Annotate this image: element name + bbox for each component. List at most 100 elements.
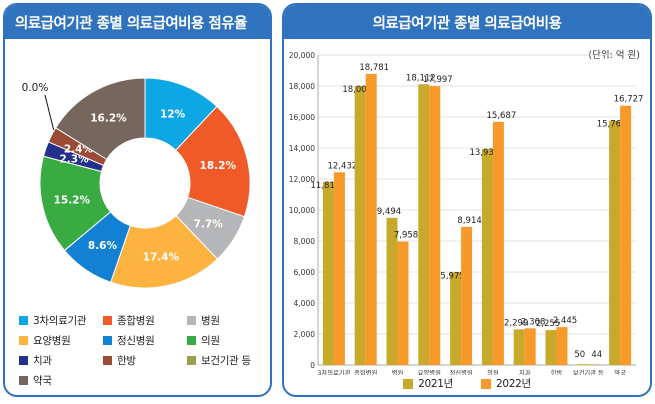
bar-2022 <box>524 328 536 365</box>
bar-2022 <box>397 241 409 365</box>
bar-2021 <box>322 181 334 365</box>
unit-label: (단위: 억 원) <box>588 50 640 61</box>
share-panel: 의료급여기관 종별 의료급여비용 점유율 12% 18.2% 7.7% 17.4% 8.… <box>3 3 272 397</box>
pie-legend-item: 병원 <box>187 313 270 328</box>
y-tick-label: 20,000 <box>289 51 315 60</box>
slice-6-label: 15.2% <box>54 194 91 206</box>
bar-value-label: 2,255 <box>536 319 560 329</box>
legend-label: 약국 <box>33 375 52 387</box>
legend-label: 치과 <box>33 355 52 367</box>
legend-label: 요양병원 <box>33 335 71 347</box>
pie-legend-item: 치과 <box>19 353 103 368</box>
legend-swatch <box>103 356 112 365</box>
slice-9-label: 0.0% <box>22 82 49 94</box>
x-category-label: 치과 <box>519 368 531 375</box>
legend-swatch <box>103 336 112 345</box>
x-category-label: 보건기관 등 <box>573 368 604 375</box>
bar-value-label: 50 <box>574 350 585 360</box>
bar-2022 <box>492 121 504 365</box>
bar-value-label: 2,445 <box>553 316 577 326</box>
legend-swatch <box>187 316 196 325</box>
bar-value-label: 18,781 <box>359 63 389 73</box>
bar-2021 <box>354 85 366 366</box>
bar-chart: 0 2,000 4,000 6,000 8,000 10,000 12,000 14,000 1… <box>289 51 644 375</box>
bar-legend-item: 2022년 <box>481 376 531 391</box>
legend-swatch <box>187 336 196 345</box>
legend-label: 병원 <box>201 315 220 327</box>
pie-legend-item: 요양병원 <box>19 333 103 348</box>
bar-2021 <box>418 84 430 365</box>
pie-legend-item: 약국 <box>19 373 103 388</box>
y-tick-label: 6,000 <box>294 268 316 277</box>
slice-10 <box>54 77 146 161</box>
legend-label: 2022년 <box>496 378 531 390</box>
bar-value-label: 9,494 <box>377 207 401 217</box>
bar-2022 <box>333 172 345 365</box>
x-category-label: 한방 <box>551 368 563 375</box>
y-tick-label: 14,000 <box>289 144 315 153</box>
x-category-label: 종합병원 <box>354 368 377 375</box>
x-category-label: 요양병원 <box>418 368 441 375</box>
slice-2 <box>175 105 251 218</box>
pie-chart: 12%18.2%7.7%17.4%8.6%15.2%2.3%2.4%0.0%16… <box>22 77 251 289</box>
bar-value-label: 13,930 <box>470 148 500 158</box>
pie-legend-item: 보건기관 등 <box>187 353 270 368</box>
legend-swatch <box>19 336 28 345</box>
slice-4-label: 17.4% <box>143 251 180 263</box>
bar-value-label: 15,762 <box>597 120 627 130</box>
legend-swatch <box>403 378 414 389</box>
bar-2022 <box>365 73 377 365</box>
bar-value-label: 5,975 <box>440 271 464 281</box>
bar-value-label: 17,997 <box>423 75 453 85</box>
bar-value-label: 15,687 <box>487 111 517 121</box>
y-tick-label: 18,000 <box>289 82 315 91</box>
bar-2021 <box>609 120 621 366</box>
x-category-label: 병원 <box>392 368 404 375</box>
legend-swatch <box>103 316 112 325</box>
x-category-label: 정신병원 <box>450 368 473 375</box>
pie-legend-item: 종합병원 <box>103 313 187 328</box>
bar-2022 <box>620 105 632 365</box>
bar-2021 <box>481 149 493 365</box>
bar-value-label: 44 <box>591 350 602 360</box>
bar-value-label: 18,112 <box>406 73 436 83</box>
x-category-label: 약국 <box>614 368 626 375</box>
bar-value-label: 2,299 <box>504 318 528 328</box>
y-tick-label: 2,000 <box>294 330 316 339</box>
y-tick-label: 10,000 <box>289 206 315 215</box>
legend-swatch <box>481 378 491 389</box>
y-tick-label: 0 <box>310 361 315 370</box>
bar-value-label: 11,814 <box>311 181 341 191</box>
legend-label: 보건기관 등 <box>201 355 251 367</box>
slice-2-label: 18.2% <box>200 160 237 172</box>
legend-swatch <box>187 356 196 365</box>
pie-legend-item: 한방 <box>103 353 187 368</box>
pie-legend-item: 3차의료기관 <box>19 313 103 328</box>
pie-legend-item: 정신병원 <box>103 333 187 348</box>
bar-2022 <box>556 327 568 365</box>
bar-2022 <box>461 226 473 365</box>
legend-swatch <box>19 376 28 385</box>
legend-label: 의원 <box>201 335 220 347</box>
bar-value-label: 7,958 <box>394 231 418 241</box>
legend-label: 정신병원 <box>117 335 155 347</box>
pie-legend-item: 의원 <box>187 333 270 348</box>
bar-2021 <box>577 364 589 365</box>
bar-value-label: 8,914 <box>457 216 481 226</box>
bar-legend: 2021년 2022년 <box>284 376 650 391</box>
bar-2021 <box>545 330 557 365</box>
y-tick-label: 12,000 <box>289 175 315 184</box>
legend-label: 3차의료기관 <box>33 315 87 327</box>
x-category-label: 3차의료기관 <box>317 368 350 375</box>
bar-legend-item: 2021년 <box>403 376 453 391</box>
bar-title: 의료급여기관 종별 의료급여비용 <box>284 5 650 39</box>
bar-2021 <box>513 329 525 365</box>
cost-panel: 의료급여기관 종별 의료급여비용 (단위: 억 원) 0 2,000 4,000 6,… <box>282 3 652 397</box>
bar-value-label: 16,727 <box>614 95 644 105</box>
bar-value-label: 12,432 <box>328 161 358 171</box>
bar-value-label: 18,004 <box>342 85 372 95</box>
x-category-label: 의원 <box>487 368 499 375</box>
bar-2021 <box>450 272 462 365</box>
bar-2022 <box>429 86 441 365</box>
